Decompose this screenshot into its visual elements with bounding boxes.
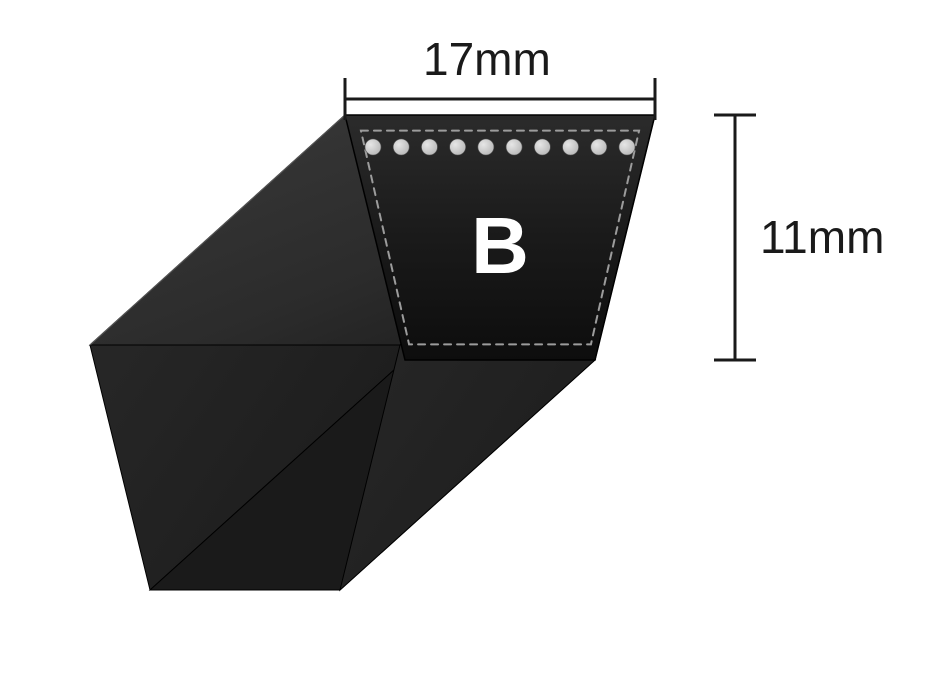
height-dimension-label: 11mm <box>760 210 884 264</box>
belt-diagram-svg <box>0 0 933 700</box>
width-dimension-label: 17mm <box>423 32 551 86</box>
belt-type-letter: B <box>471 200 529 292</box>
diagram-stage: 17mm 11mm B <box>0 0 933 700</box>
